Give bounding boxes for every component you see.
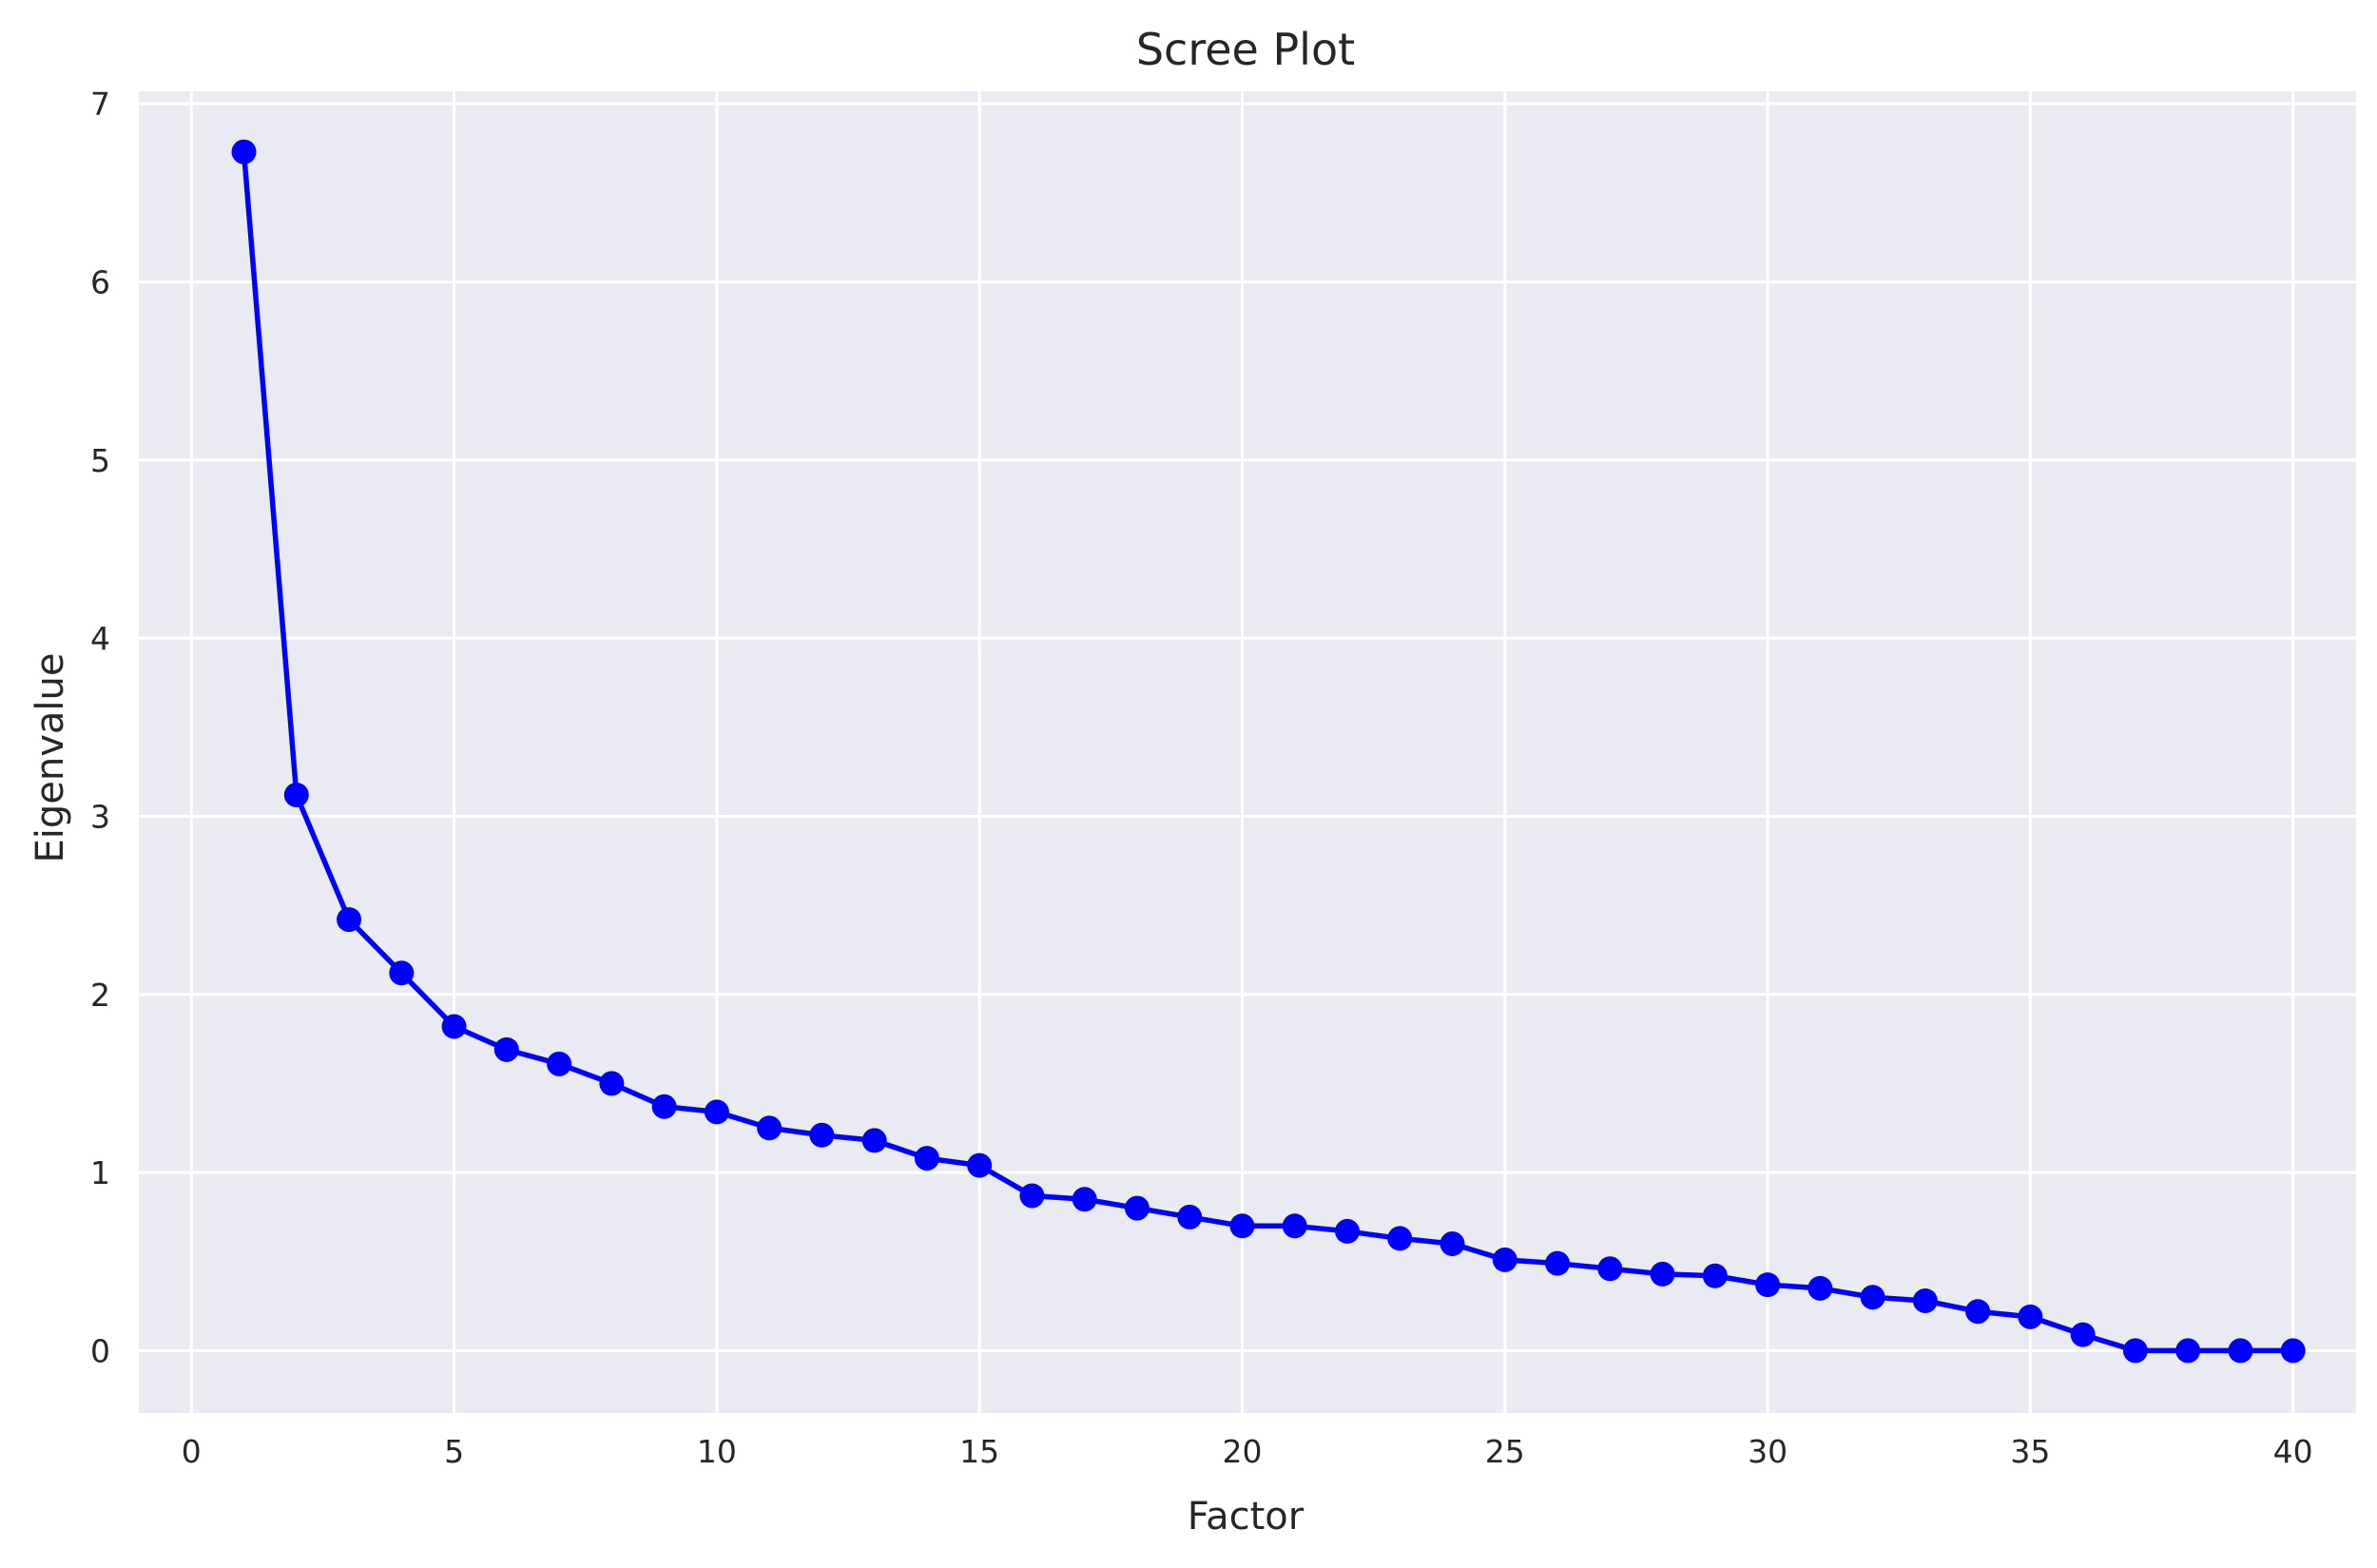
x-tick-label: 25 <box>1485 1433 1525 1470</box>
gridlines <box>139 91 2356 1413</box>
x-tick-label: 5 <box>444 1433 464 1470</box>
data-point <box>1807 1275 1833 1301</box>
data-point <box>967 1152 993 1178</box>
data-point <box>1912 1287 1938 1313</box>
x-tick-label: 35 <box>2010 1433 2050 1470</box>
data-point <box>441 1014 467 1039</box>
x-tick-label: 0 <box>182 1433 202 1470</box>
data-point <box>1545 1250 1571 1276</box>
data-point <box>1334 1218 1360 1244</box>
data-point <box>757 1115 783 1141</box>
x-tick-label: 30 <box>1748 1433 1788 1470</box>
x-tick-label: 20 <box>1222 1433 1262 1470</box>
data-point <box>1860 1285 1885 1310</box>
data-point <box>1440 1231 1465 1257</box>
plot-area <box>139 91 2356 1413</box>
y-tick-label: 1 <box>90 1154 110 1191</box>
data-point <box>1124 1195 1150 1221</box>
data-point <box>809 1122 835 1148</box>
y-tick-label: 2 <box>90 977 110 1014</box>
data-point <box>2175 1338 2201 1364</box>
y-axis-ticks: 0 1 2 3 4 5 6 7 <box>90 86 110 1369</box>
data-point <box>1072 1187 1097 1212</box>
x-axis-ticks: 0 5 10 15 20 25 30 35 40 <box>182 1433 2313 1470</box>
x-tick-label: 15 <box>959 1433 999 1470</box>
data-point <box>2018 1304 2043 1329</box>
data-point <box>704 1099 729 1125</box>
y-tick-label: 3 <box>90 798 110 835</box>
data-point <box>861 1128 887 1153</box>
data-point <box>2070 1322 2096 1347</box>
data-point <box>2280 1338 2306 1364</box>
x-axis-title: Factor <box>1188 1495 1304 1539</box>
data-point <box>493 1036 519 1062</box>
x-tick-label: 10 <box>697 1433 737 1470</box>
data-point <box>1387 1226 1413 1251</box>
data-series <box>231 139 2306 1364</box>
y-tick-label: 0 <box>90 1332 110 1369</box>
y-tick-label: 4 <box>90 620 110 657</box>
data-point <box>231 139 257 165</box>
data-point <box>547 1051 572 1076</box>
data-point <box>1702 1263 1728 1288</box>
x-tick-label: 40 <box>2273 1433 2313 1470</box>
data-point <box>1229 1213 1255 1239</box>
data-point <box>389 960 415 986</box>
data-point <box>2122 1338 2148 1364</box>
data-point <box>914 1146 939 1171</box>
data-point <box>2228 1338 2253 1364</box>
chart-title: Scree Plot <box>1136 24 1355 75</box>
data-point <box>1597 1256 1623 1282</box>
y-axis-title: Eigenvalue <box>29 653 72 863</box>
data-point <box>1019 1183 1045 1209</box>
data-point <box>1492 1247 1517 1272</box>
data-point <box>1650 1261 1675 1287</box>
data-point <box>1965 1299 1991 1325</box>
data-point <box>283 782 309 807</box>
series-line <box>241 151 2293 1354</box>
y-tick-label: 5 <box>90 442 110 479</box>
data-point <box>599 1071 625 1096</box>
y-tick-label: 7 <box>90 86 110 123</box>
data-point <box>337 907 362 933</box>
data-point <box>1755 1272 1781 1298</box>
y-tick-label: 6 <box>90 263 110 300</box>
data-point <box>651 1094 677 1119</box>
data-point <box>1282 1213 1307 1239</box>
data-point <box>1177 1204 1203 1229</box>
